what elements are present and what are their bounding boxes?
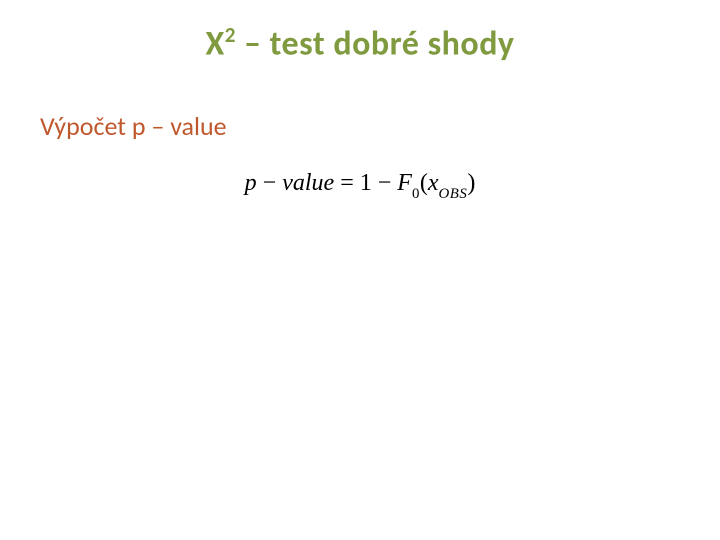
- title-rest: – test dobré shody: [236, 23, 515, 64]
- subheading-text: Výpočet p – value: [40, 110, 227, 142]
- formula-x: x: [428, 170, 439, 196]
- formula-F: F: [397, 170, 412, 196]
- formula-value: value: [282, 170, 334, 196]
- title-sup: 2: [225, 22, 236, 48]
- page-title: Χ2 – test dobré shody: [40, 22, 680, 64]
- subheading: Výpočet p – value: [40, 110, 680, 142]
- formula-x-sub: OBS: [439, 186, 468, 202]
- formula-F-sub: 0: [412, 186, 420, 202]
- formula-dash: −: [257, 170, 283, 196]
- formula-open: (: [420, 170, 428, 196]
- formula: p − value = 1 − F0(xOBS): [40, 170, 680, 201]
- formula-p: p: [245, 170, 257, 196]
- slide: Χ2 – test dobré shody Výpočet p – value …: [0, 0, 720, 540]
- formula-line: p − value = 1 − F0(xOBS): [245, 170, 476, 201]
- formula-eq: =: [334, 170, 360, 196]
- formula-close: ): [467, 170, 475, 196]
- formula-minus: −: [372, 170, 398, 196]
- formula-one: 1: [360, 170, 372, 196]
- title-chi: Χ: [205, 23, 224, 64]
